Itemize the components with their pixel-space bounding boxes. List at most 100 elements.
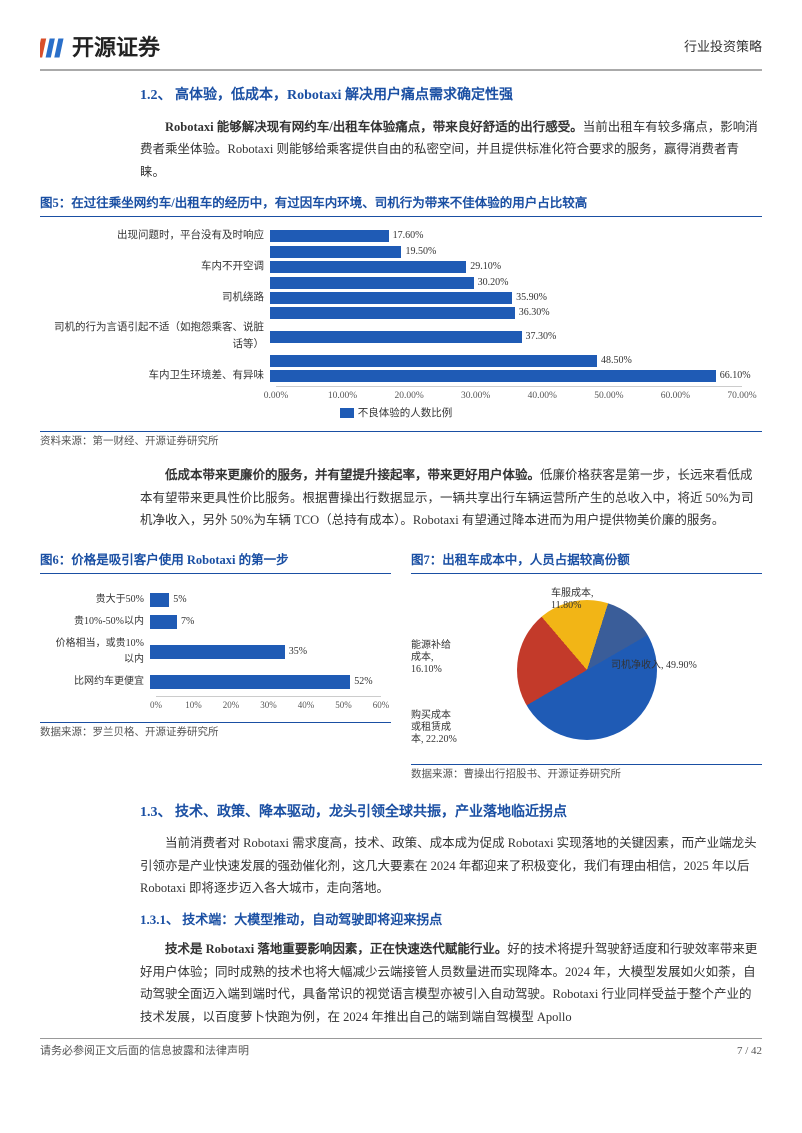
fig5-bar-label: 车内卫生环境差、有异味 — [50, 368, 270, 385]
fig6-bar-value: 7% — [181, 614, 194, 630]
fig5-bar-row: 车内不开空调 29.10% — [50, 259, 742, 276]
sec13-p2-bold: 技术是 Robotaxi 落地重要影响因素，正在快速迭代赋能行业。 — [165, 942, 507, 956]
fig6-bar-row: 贵10%-50%以内 7% — [50, 614, 381, 630]
page-header: 开源证券 行业投资策略 — [40, 30, 762, 71]
header-category: 行业投资策略 — [684, 37, 762, 58]
fig7-label-purchase: 购买成本 或租赁成 本, 22.20% — [411, 710, 457, 746]
fig5-x-tick: 0.00% — [264, 389, 289, 404]
fig6-bar-value: 5% — [173, 592, 186, 608]
sec12-p1-bold: Robotaxi 能够解决现有网约车/出租车体验痛点，带来良好舒适的出行感受。 — [165, 120, 583, 134]
logo: 开源证券 — [40, 30, 160, 65]
logo-icon — [40, 35, 66, 61]
fig5-bar-fill — [270, 261, 466, 273]
fig5-bar-value: 36.30% — [519, 305, 550, 321]
fig7-title: 图7：出租车成本中，人员占据较高份额 — [411, 550, 762, 574]
fig6-bar-label: 贵大于50% — [50, 592, 150, 608]
fig5-bar-value: 29.10% — [470, 259, 501, 275]
fig5-bar-label: 司机绕路 — [50, 290, 270, 307]
fig5-legend: 不良体验的人数比例 — [50, 406, 742, 423]
fig5-bar-fill — [270, 307, 515, 319]
fig6-source: 数据来源：罗兰贝格、开源证券研究所 — [40, 722, 391, 742]
fig5-bar-label: 出现问题时，平台没有及时响应 — [50, 228, 270, 245]
page-footer: 请务必参阅正文后面的信息披露和法律声明 7 / 42 — [40, 1038, 762, 1061]
fig6-bar-value: 35% — [289, 644, 307, 660]
fig7-label-driver: 司机净收入, 49.90% — [611, 660, 697, 672]
figs-6-7-row: 图6：价格是吸引客户使用 Robotaxi 的第一步 贵大于50% 5% 贵10%-… — [40, 542, 762, 784]
fig5-bar-value: 30.20% — [478, 275, 509, 291]
fig6-x-tick: 0% — [150, 698, 162, 712]
fig6-bar-label: 比网约车更便宜 — [50, 674, 150, 690]
fig5-x-axis: 0.00%10.00%20.00%30.00%40.00%50.00%60.00… — [276, 386, 742, 404]
fig5-bar-value: 35.90% — [516, 290, 547, 306]
fig7-source: 数据来源：曹操出行招股书、开源证券研究所 — [411, 764, 762, 784]
fig6-x-tick: 40% — [298, 698, 315, 712]
fig5-chart: 出现问题时，平台没有及时响应17.60%19.50%车内不开空调29.10%30… — [40, 223, 762, 427]
sec13-p1: 当前消费者对 Robotaxi 需求度高，技术、政策、成本成为促成 Robota… — [140, 832, 762, 900]
fig6-bar-row: 贵大于50% 5% — [50, 592, 381, 608]
logo-text: 开源证券 — [72, 30, 160, 65]
fig5-bar-fill — [270, 292, 512, 304]
fig6-bar-label: 价格相当，或贵10%以内 — [50, 636, 150, 668]
fig6-chart: 贵大于50% 5% 贵10%-50%以内 7% 价格相当，或贵10%以内 35% 比网约车更… — [40, 580, 391, 718]
footer-left: 请务必参阅正文后面的信息披露和法律声明 — [40, 1043, 249, 1061]
fig5-bar-value: 37.30% — [526, 329, 557, 345]
fig7-col: 图7：出租车成本中，人员占据较高份额 司机净收入, 49.90% 购买成本 或租赁… — [411, 542, 762, 784]
fig6-bar-label: 贵10%-50%以内 — [50, 614, 150, 630]
fig5-bar-value: 66.10% — [720, 368, 751, 384]
fig5-bar-row: 30.20% — [50, 277, 742, 289]
fig5-title: 图5：在过往乘坐网约车/出租车的经历中，有过因车内环境、司机行为带来不佳体验的用… — [40, 193, 762, 217]
fig5-bar-label: 车内不开空调 — [50, 259, 270, 276]
fig5-bar-fill — [270, 331, 522, 343]
fig7-label-energy: 能源补给 成本, 16.10% — [411, 640, 451, 676]
fig5-bar-row: 36.30% — [50, 307, 742, 319]
fig5-bar-fill — [270, 355, 597, 367]
fig5-x-tick: 50.00% — [594, 389, 623, 404]
fig5-legend-swatch — [340, 408, 354, 418]
fig6-x-tick: 50% — [335, 698, 352, 712]
fig5-bar-value: 48.50% — [601, 353, 632, 369]
fig6-col: 图6：价格是吸引客户使用 Robotaxi 的第一步 贵大于50% 5% 贵10%-… — [40, 542, 391, 784]
fig5-x-tick: 30.00% — [461, 389, 490, 404]
section-1-3-title: 1.3、 技术、政策、降本驱动，龙头引领全球共振，产业落地临近拐点 — [140, 802, 762, 824]
fig6-x-tick: 30% — [260, 698, 277, 712]
fig5-bar-fill — [270, 277, 474, 289]
fig5-bar-value: 17.60% — [393, 228, 424, 244]
fig5-bar-label: 司机的行为言语引起不适（如抱怨乘客、说脏话等） — [50, 320, 270, 354]
fig6-bar-row: 比网约车更便宜 52% — [50, 674, 381, 690]
fig6-title: 图6：价格是吸引客户使用 Robotaxi 的第一步 — [40, 550, 391, 574]
fig5-bar-row: 出现问题时，平台没有及时响应 17.60% — [50, 228, 742, 245]
p2: 低成本带来更廉价的服务，并有望提升接起率，带来更好用户体验。低廉价格获客是第一步… — [140, 464, 762, 532]
p2-bold: 低成本带来更廉价的服务，并有望提升接起率，带来更好用户体验。 — [165, 468, 540, 482]
fig5-source: 资料来源：第一财经、开源证券研究所 — [40, 431, 762, 451]
fig5-bar-value: 19.50% — [405, 244, 436, 260]
fig6-x-axis: 0%10%20%30%40%50%60% — [156, 696, 381, 712]
section-1-2-title: 1.2、 高体验，低成本，Robotaxi 解决用户痛点需求确定性强 — [140, 85, 762, 107]
fig6-x-tick: 10% — [185, 698, 202, 712]
section-1-3-1-title: 1.3.1、 技术端：大模型推动，自动驾驶即将迎来拐点 — [140, 910, 762, 931]
fig5-bar-row: 48.50% — [50, 355, 742, 367]
footer-right: 7 / 42 — [737, 1043, 762, 1061]
fig6-bar-fill — [150, 615, 177, 629]
fig6-bar-value: 52% — [354, 674, 372, 690]
fig5-x-tick: 60.00% — [661, 389, 690, 404]
fig6-bar-fill — [150, 593, 169, 607]
sec12-p1: Robotaxi 能够解决现有网约车/出租车体验痛点，带来良好舒适的出行感受。当… — [140, 116, 762, 184]
fig6-bar-fill — [150, 675, 350, 689]
sec13-p2: 技术是 Robotaxi 落地重要影响因素，正在快速迭代赋能行业。好的技术将提升… — [140, 938, 762, 1028]
fig6-bar-row: 价格相当，或贵10%以内 35% — [50, 636, 381, 668]
fig5-bar-row: 司机的行为言语引起不适（如抱怨乘客、说脏话等） 37.30% — [50, 320, 742, 354]
fig5-bar-row: 19.50% — [50, 246, 742, 258]
fig5-x-tick: 20.00% — [394, 389, 423, 404]
fig6-bar-fill — [150, 645, 285, 659]
fig7-chart: 司机净收入, 49.90% 购买成本 或租赁成 本, 22.20% 能源补给 成本,… — [411, 580, 762, 760]
fig5-x-tick: 70.00% — [727, 389, 756, 404]
fig5-bar-fill — [270, 230, 389, 242]
fig5-bar-row: 司机绕路 35.90% — [50, 290, 742, 307]
fig5-bar-fill — [270, 370, 716, 382]
fig7-label-service: 车服成本, 11.80% — [551, 588, 594, 612]
fig6-x-tick: 60% — [373, 698, 390, 712]
fig5-x-tick: 10.00% — [328, 389, 357, 404]
fig5-bar-fill — [270, 246, 401, 258]
fig6-x-tick: 20% — [223, 698, 240, 712]
fig5-x-tick: 40.00% — [528, 389, 557, 404]
